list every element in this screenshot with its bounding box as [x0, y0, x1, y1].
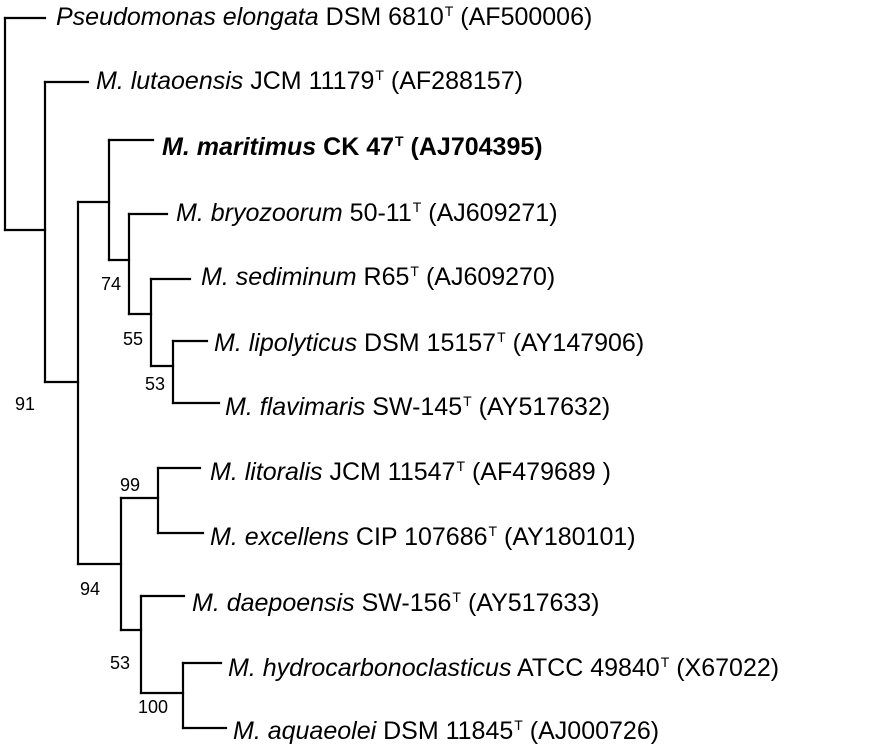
strain: DSM 15157	[364, 329, 497, 357]
strain: JCM 11547	[329, 458, 456, 486]
bootstrap-value: 53	[145, 374, 166, 394]
strain: CIP 107686	[355, 523, 488, 551]
taxon-name: Pseudomonas elongata	[56, 3, 319, 31]
type-strain-mark: T	[488, 523, 498, 539]
leaf-label-lutaoensis: M. lutaoensis JCM 11179T (AF288157)	[96, 67, 523, 95]
taxon-name: M. bryozoorum	[176, 199, 343, 227]
accession: (AJ609270)	[425, 263, 556, 291]
taxon-name: M. lipolyticus	[214, 329, 358, 357]
strain: CK 47	[323, 133, 395, 161]
type-strain-mark: T	[375, 67, 384, 83]
type-strain-mark: T	[497, 329, 506, 345]
accession: (AY180101)	[504, 523, 636, 551]
type-strain-mark: T	[452, 589, 461, 605]
leaf-label-aquaeolei: M. aquaeolei DSM 11845T (AJ000726)	[233, 717, 660, 745]
taxon-name: M. sediminum	[201, 263, 357, 291]
strain: DSM 6810	[325, 3, 444, 31]
leaf-label-excellens: M. excellens CIP 107686T (AY180101)	[210, 523, 636, 551]
bootstrap-value: 53	[110, 653, 131, 673]
strain: SW-145	[372, 393, 463, 421]
bootstrap-value: 91	[15, 394, 36, 414]
accession: (AF500006)	[460, 3, 593, 31]
leaf-label-maritimus: M. maritimus CK 47T (AJ704395)	[162, 133, 543, 161]
leaf-label-flavimaris: M. flavimaris SW-145T (AY517632)	[225, 393, 611, 421]
type-strain-mark: T	[444, 3, 454, 19]
taxon-name: M. maritimus	[162, 133, 317, 161]
strain: JCM 11179	[250, 67, 375, 95]
bootstrap-value: 99	[120, 475, 141, 495]
taxon-name: M. hydrocarbonoclasticus	[228, 654, 512, 682]
type-strain-mark: T	[410, 263, 419, 279]
type-strain-mark: T	[514, 717, 523, 733]
accession: (AF479689 )	[471, 458, 611, 486]
accession: (AY517632)	[478, 393, 611, 421]
type-strain-mark: T	[456, 458, 466, 474]
taxon-name: M. excellens	[210, 523, 349, 551]
leaf-label-lipolyticus: M. lipolyticus DSM 15157T (AY147906)	[214, 329, 645, 357]
leaf-label-litoralis: M. litoralis JCM 11547T (AF479689 )	[210, 458, 611, 486]
accession: (AJ704395)	[410, 133, 543, 161]
accession: (AJ000726)	[529, 717, 660, 745]
leaf-label-sediminum: M. sediminum R65T (AJ609270)	[201, 263, 556, 291]
type-strain-mark: T	[395, 133, 404, 149]
accession: (AF288157)	[390, 67, 523, 95]
taxon-name: M. lutaoensis	[96, 67, 244, 95]
taxon-name: M. flavimaris	[225, 393, 366, 421]
accession: (AY147906)	[512, 329, 645, 357]
strain: R65	[363, 263, 410, 291]
leaf-label-hydrocarbonoclasticus: M. hydrocarbonoclasticus ATCC 49840T (X6…	[228, 654, 780, 682]
accession: (X67022)	[676, 654, 780, 682]
leaf-label-bryozoorum: M. bryozoorum 50-11T (AJ609271)	[176, 199, 558, 227]
type-strain-mark: T	[463, 393, 472, 409]
accession: (AJ609271)	[428, 199, 558, 227]
bootstrap-value: 100	[138, 697, 169, 717]
strain: ATCC 49840	[517, 654, 660, 682]
strain: DSM 11845	[383, 717, 514, 745]
strain: SW-156	[361, 589, 452, 617]
taxon-name: M. litoralis	[210, 458, 323, 486]
bootstrap-value: 74	[101, 274, 122, 294]
type-strain-mark: T	[412, 199, 422, 215]
bootstrap-value: 55	[123, 329, 144, 349]
accession: (AY517633)	[467, 589, 600, 617]
leaf-label-pseudomonas: Pseudomonas elongata DSM 6810T (AF500006…	[56, 3, 593, 31]
bootstrap-value: 94	[80, 579, 101, 599]
type-strain-mark: T	[660, 654, 670, 670]
taxon-name: M. daepoensis	[192, 589, 355, 617]
strain: 50-11	[349, 199, 412, 227]
leaf-label-daepoensis: M. daepoensis SW-156T (AY517633)	[192, 589, 600, 617]
taxon-name: M. aquaeolei	[233, 717, 377, 745]
